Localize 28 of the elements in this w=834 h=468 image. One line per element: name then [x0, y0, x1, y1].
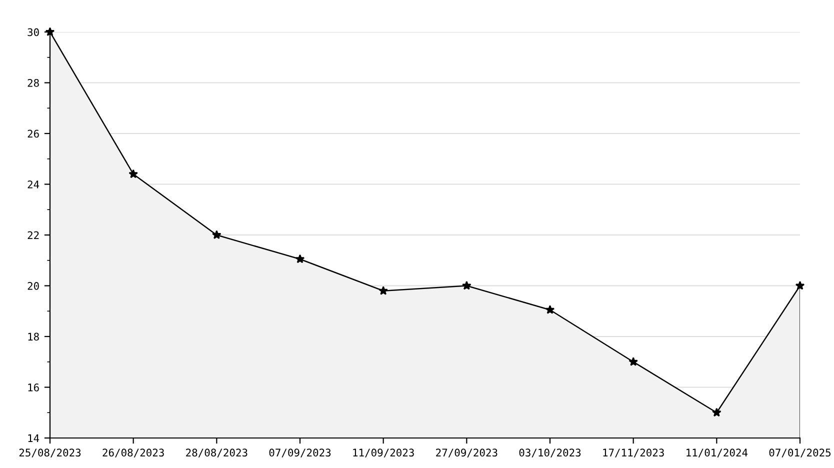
y-tick-label: 26: [28, 130, 39, 138]
y-tick-label: 30: [28, 28, 39, 36]
x-tick-label: 07/01/2025: [769, 448, 831, 458]
x-tick-label: 28/08/2023: [186, 448, 248, 458]
y-tick-label: 24: [28, 180, 40, 188]
x-tick-label: 25/08/2023: [19, 448, 81, 458]
point: [545, 304, 555, 314]
point: [212, 230, 222, 240]
y-tick-label: 28: [28, 79, 39, 87]
point: [378, 286, 388, 295]
y-tick-label: 18: [28, 332, 39, 341]
y-tick-label: 22: [28, 231, 39, 239]
point: [128, 169, 138, 178]
x-tick-label: 11/01/2024: [686, 448, 748, 458]
x-tick-label: 03/10/2023: [519, 448, 581, 458]
y-tick-label: 20: [28, 282, 39, 290]
point: [462, 280, 472, 290]
x-tick-label: 27/09/2023: [436, 448, 498, 458]
point: [712, 408, 722, 417]
point: [628, 357, 638, 366]
x-tick-label: 26/08/2023: [102, 448, 164, 458]
y-tick-label: 16: [28, 384, 39, 392]
point: [795, 280, 805, 290]
x-tick-label: 11/09/2023: [353, 448, 414, 458]
x-tick-label: 07/09/2023: [269, 448, 331, 458]
point: [295, 254, 305, 264]
y-tick-label: 14: [28, 434, 40, 442]
x-tick-label: 17/11/2023: [603, 448, 664, 458]
